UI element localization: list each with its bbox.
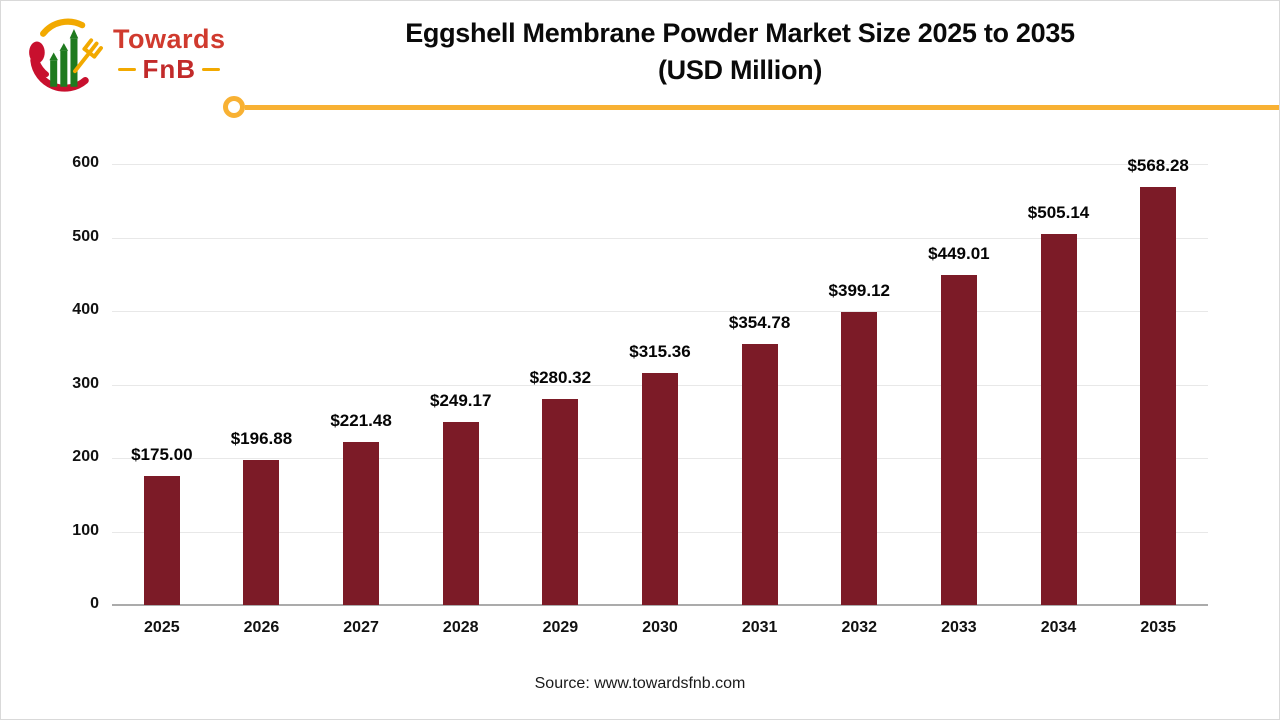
gridline-500 <box>112 237 1208 239</box>
y-axis-label-0: 0 <box>90 595 99 612</box>
x-axis-line <box>112 604 1208 606</box>
y-axis-label-600: 600 <box>72 154 99 171</box>
brand-logo-icon <box>29 18 103 92</box>
x-axis-label-2035: 2035 <box>1140 619 1176 636</box>
bar-value-label-2027: $221.48 <box>330 411 392 431</box>
x-axis-label-2029: 2029 <box>542 619 579 636</box>
brand-logo-text: Towards FnB <box>113 24 226 84</box>
x-axis-label-2031: 2031 <box>741 619 778 636</box>
bar-value-label-2029: $280.32 <box>529 367 592 387</box>
y-axis-label-400: 400 <box>72 301 99 318</box>
bar-value-label-2028: $249.17 <box>429 390 492 410</box>
bar-2025 <box>143 476 180 605</box>
bar-value-label-2030: $315.36 <box>629 342 691 362</box>
y-axis-label-200: 200 <box>72 448 99 465</box>
divider-ring <box>223 96 245 118</box>
brand-name-fnb: FnB <box>142 54 197 84</box>
divider-line <box>245 105 1279 110</box>
bar-2029 <box>542 398 579 605</box>
bar-2027 <box>343 442 380 605</box>
bar-2035 <box>1140 187 1177 605</box>
bar-2034 <box>1040 233 1077 605</box>
brand-name-towards: Towards <box>113 24 226 54</box>
x-axis-label-2030: 2030 <box>642 619 678 636</box>
bar-value-label-2026: $196.88 <box>230 429 293 449</box>
gridline-400 <box>112 311 1208 312</box>
bar-value-label-2032: $399.12 <box>828 280 890 300</box>
brand-logo: Towards FnB <box>25 15 226 93</box>
x-axis-label-2025: 2025 <box>144 619 180 636</box>
bar-2033 <box>940 274 977 605</box>
gridline-600 <box>112 164 1208 165</box>
x-axis-label-2033: 2033 <box>941 619 977 636</box>
y-axis-label-500: 500 <box>72 227 99 245</box>
bar-2030 <box>642 373 678 605</box>
x-axis-label-2027: 2027 <box>343 619 379 636</box>
x-axis-label-2028: 2028 <box>442 619 479 636</box>
chart-title-line1: Eggshell Membrane Powder Market Size 202… <box>405 18 1075 48</box>
bar-value-label-2025: $175.00 <box>131 445 193 465</box>
x-axis-label-2026: 2026 <box>243 619 280 636</box>
x-axis-label-2034: 2034 <box>1040 619 1077 636</box>
bar-value-label-2033: $449.01 <box>928 243 990 263</box>
bar-2031 <box>741 344 778 605</box>
y-axis-label-300: 300 <box>72 374 99 392</box>
bar-value-label-2034: $505.14 <box>1027 202 1090 222</box>
y-axis-label-100: 100 <box>72 521 99 539</box>
bar-2028 <box>442 421 479 605</box>
logo-dash-left <box>118 67 137 71</box>
bar-2032 <box>841 311 878 605</box>
source-text: Source: www.towardsfnb.com <box>534 675 746 692</box>
logo-dash-right <box>202 67 221 71</box>
bar-2026 <box>243 460 280 605</box>
chart-title-line2: (USD Million) <box>657 55 823 85</box>
chart-title: Eggshell Membrane Powder Market Size 202… <box>211 15 1269 89</box>
bar-value-label-2031: $354.78 <box>728 313 791 333</box>
bar-value-label-2035: $568.28 <box>1127 156 1189 176</box>
x-axis-label-2032: 2032 <box>841 619 878 636</box>
